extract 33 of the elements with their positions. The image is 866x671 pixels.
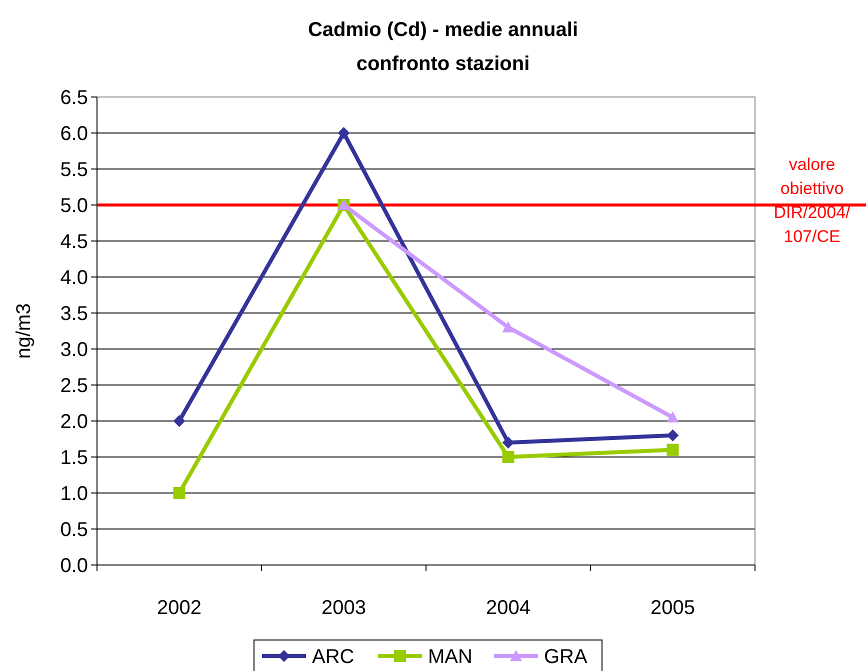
y-axis-title: ng/m3 [13,303,35,359]
y-tick-label: 4.0 [60,267,88,289]
y-tick-label: 3.5 [60,303,88,325]
point [338,127,350,139]
point [666,429,679,442]
legend-label: ARC [312,646,354,668]
point [502,321,514,332]
point [666,444,679,456]
point [666,411,679,422]
y-tick-label: 0.5 [60,519,88,541]
x-tick-label: 2002 [157,597,202,619]
y-tick-label: 0.0 [60,555,88,577]
y-tick-label: 1.5 [60,447,88,469]
y-tick-label: 5.0 [60,195,88,217]
point [502,436,514,449]
ref-line-label: valore obiettivo DIR/2004/ 107/CE [774,155,851,246]
point [502,451,514,463]
x-tick-label: 2003 [322,597,366,619]
x-tick-label: 2004 [486,597,530,619]
y-tick-label: 2.5 [60,375,88,397]
point [173,487,186,499]
chart-title: Cadmio (Cd) - medie annuali confronto stazioni [308,19,578,75]
point [173,415,186,427]
legend-label: GRA [544,646,588,668]
y-tick-label: 3.0 [60,339,88,361]
x-tick-label: 2005 [650,597,695,619]
y-tick-label: 6.0 [60,123,88,145]
y-tick-label: 2.0 [60,411,88,433]
y-tick-label: 5.5 [60,159,88,181]
y-tick-label: 4.5 [60,231,88,253]
legend-label: MAN [428,646,472,668]
y-tick-label: 1.0 [60,483,88,505]
y-tick-label: 6.5 [60,87,88,109]
